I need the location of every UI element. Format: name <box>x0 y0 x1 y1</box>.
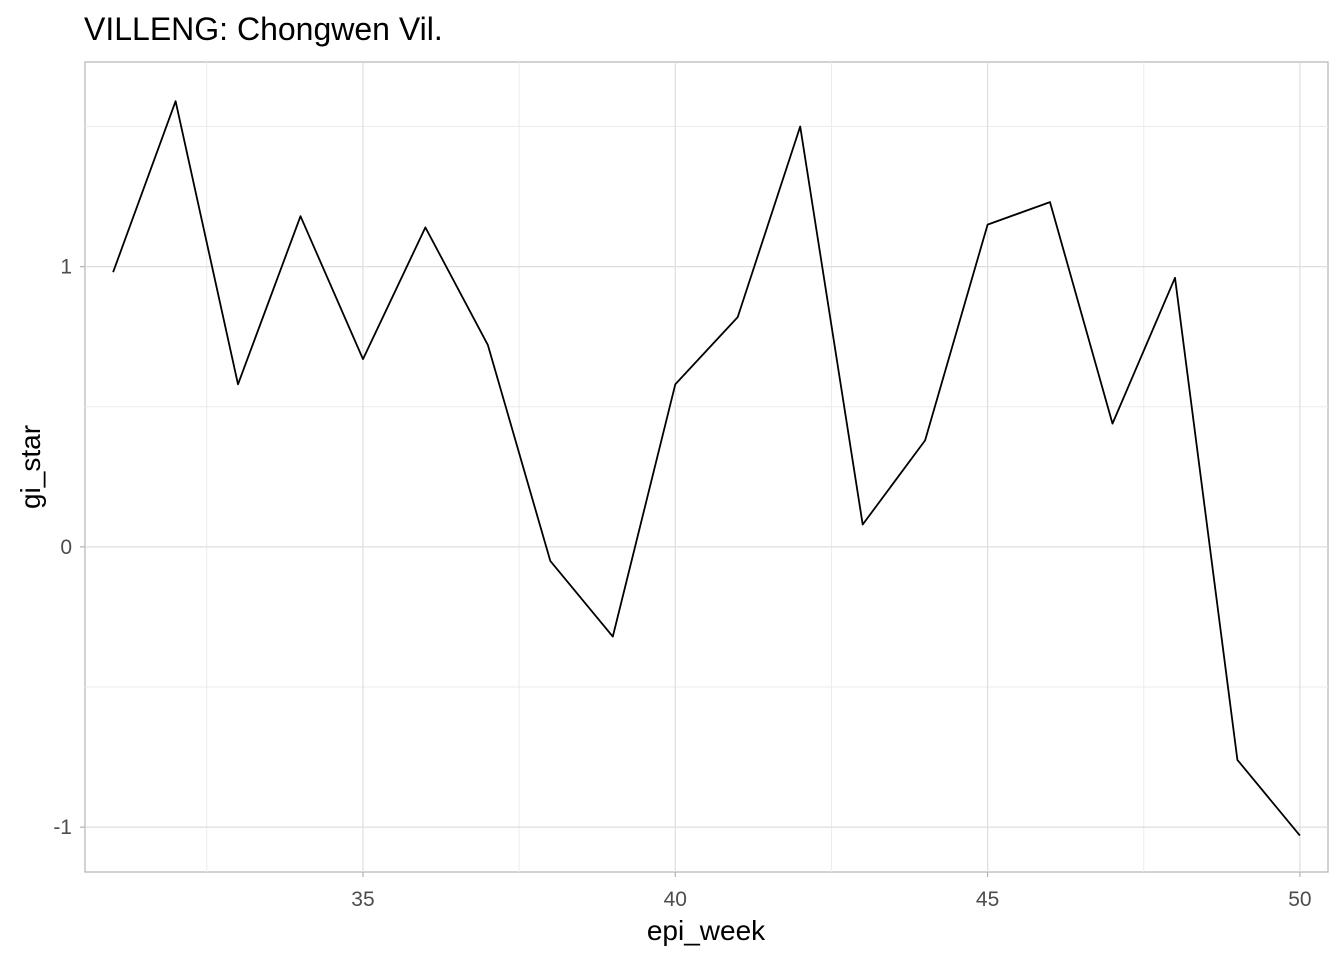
x-tick-label: 50 <box>1288 888 1311 911</box>
series-line-gi-star <box>112 100 1301 837</box>
y-tick-label: 0 <box>60 536 72 559</box>
x-axis-title: epi_week <box>647 915 766 946</box>
x-tick-label: 45 <box>976 888 999 911</box>
chart-title: VILLENG: Chongwen Vil. <box>84 11 443 47</box>
y-axis-ticks: -1 0 1 <box>53 256 85 839</box>
y-axis-title: gi_star <box>15 425 46 509</box>
y-tick-label: -1 <box>53 816 72 839</box>
grid-lines <box>85 62 1328 872</box>
x-tick-label: 40 <box>664 888 687 911</box>
x-axis-ticks: 35 40 45 50 <box>351 872 1312 911</box>
plot-panel <box>84 61 1329 873</box>
x-tick-label: 35 <box>351 888 374 911</box>
y-tick-label: 1 <box>60 256 72 279</box>
